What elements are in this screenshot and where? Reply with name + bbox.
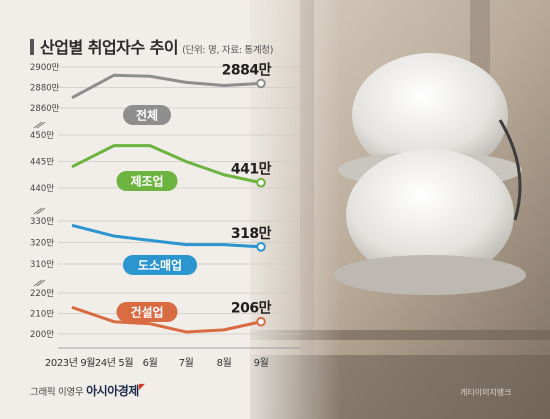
y-tick-label: 450만 xyxy=(30,131,54,141)
chart-title: 산업별 취업자수 추이 xyxy=(40,38,179,57)
series-line-construction xyxy=(71,305,262,334)
series-name-pill xyxy=(116,171,178,191)
x-tick-label: 9월 xyxy=(254,357,269,369)
title-accent-bar xyxy=(30,39,34,55)
end-point-marker xyxy=(256,316,266,327)
series-name-pill xyxy=(123,105,171,125)
series-name-pill xyxy=(123,255,197,275)
y-tick-label: 2880만 xyxy=(30,84,60,94)
x-tick-label: 7월 xyxy=(179,357,194,369)
end-point-marker xyxy=(256,242,266,252)
y-tick-label: 220만 xyxy=(30,289,54,299)
photo-credit: 게티이미지뱅크 xyxy=(460,388,512,397)
y-tick-label: 200만 xyxy=(30,330,54,340)
y-tick-label: 330만 xyxy=(30,217,54,227)
axis-break-mark xyxy=(33,279,46,287)
y-tick-label: 310만 xyxy=(30,260,54,270)
credit-prefix: 그래픽 이영우 xyxy=(30,387,84,398)
series-name-label: 전체 xyxy=(136,108,158,123)
series-name-label: 제조업 xyxy=(130,175,163,189)
series-line-total xyxy=(71,73,262,100)
y-tick-label: 210만 xyxy=(30,310,54,320)
y-tick-label: 2860만 xyxy=(30,104,60,114)
end-point-marker xyxy=(256,177,266,188)
y-tick-label: 445만 xyxy=(30,158,54,168)
data-label: 206만 xyxy=(231,301,272,317)
graphic-credit: 그래픽 이영우 아시아경제◤ xyxy=(30,382,145,399)
series-line-wholesale_retail xyxy=(71,223,262,249)
series-name-label: 도소매업 xyxy=(138,258,182,273)
chart-header: 산업별 취업자수 추이 (단위: 명, 자료: 통계청) xyxy=(30,34,273,58)
y-tick-label: 320만 xyxy=(30,239,54,249)
brand-logo-text: 아시아경제 xyxy=(86,384,139,398)
series-name-label: 건설업 xyxy=(130,305,163,320)
chart-subtitle: (단위: 명, 자료: 통계청) xyxy=(182,45,274,56)
series-line-manufacturing xyxy=(71,144,262,185)
data-label: 318만 xyxy=(231,226,272,242)
axis-break-mark xyxy=(33,207,46,215)
x-tick-label: 24년 5월 xyxy=(95,357,133,369)
x-tick-label: 6월 xyxy=(143,357,158,369)
x-tick-label: 2023년 9월 xyxy=(45,357,95,369)
end-point-marker xyxy=(256,78,266,89)
y-tick-label: 2900만 xyxy=(30,63,60,73)
x-tick-label: 8월 xyxy=(217,357,232,369)
data-label: 2884만 xyxy=(222,62,272,78)
axis-break-mark xyxy=(33,121,46,129)
series-name-pill xyxy=(116,302,178,322)
data-label: 441만 xyxy=(231,162,272,178)
y-tick-label: 440만 xyxy=(30,184,54,194)
brand-mark-icon: ◤ xyxy=(138,382,145,391)
